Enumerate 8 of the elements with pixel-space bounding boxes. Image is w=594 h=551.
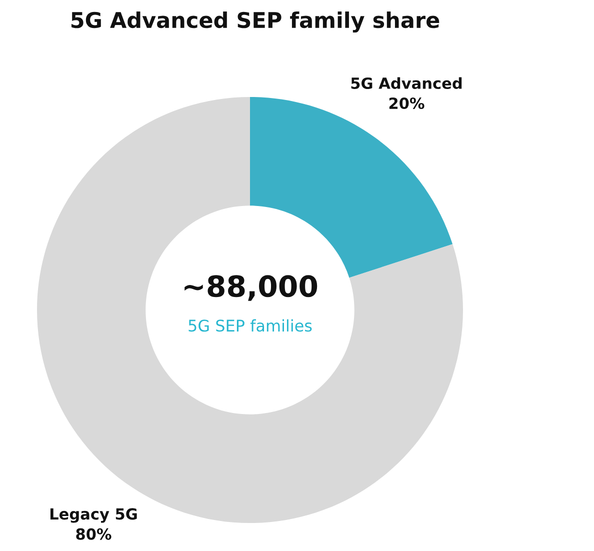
text: 5G SEP families: [188, 319, 312, 332]
donut-slice: [37, 97, 463, 523]
text: ~88,000: [184, 275, 318, 301]
data-label: 80%: [76, 528, 112, 540]
slice-label: 5G Advanced: [351, 77, 462, 90]
slice-label: Legacy 5G: [50, 508, 137, 523]
chart-title: 5G Advanced SEP family share: [71, 12, 440, 32]
data-label: 20%: [389, 97, 424, 110]
